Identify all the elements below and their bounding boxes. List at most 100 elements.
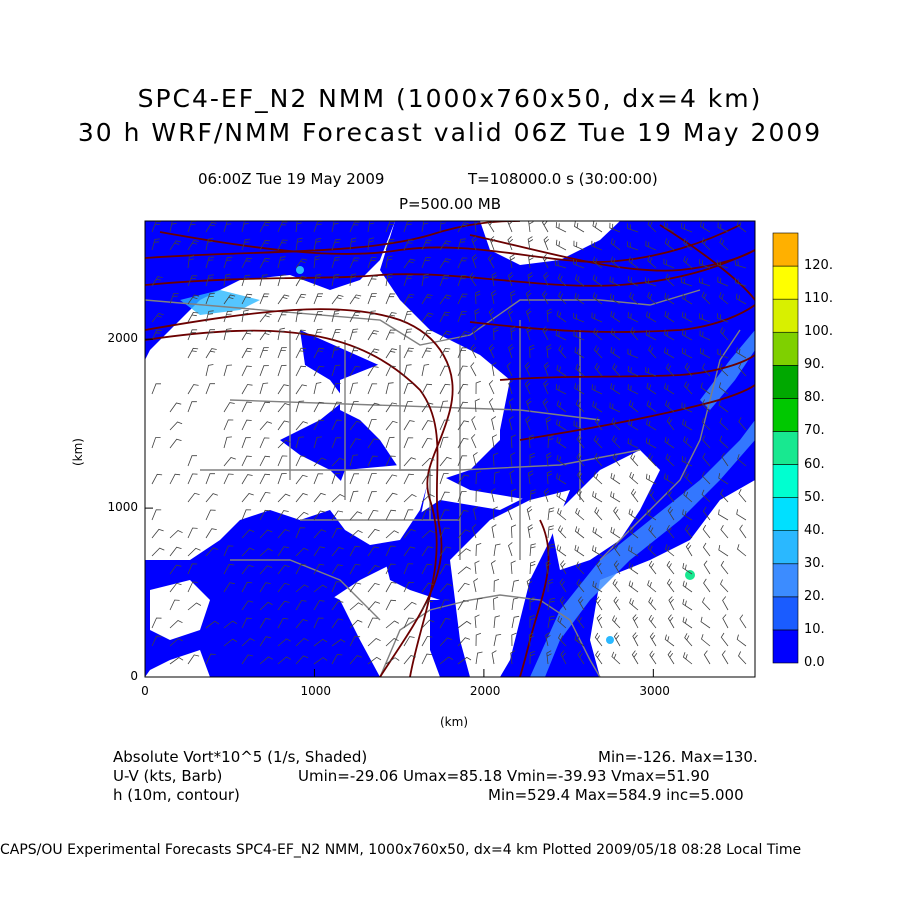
wind-barb: [421, 530, 435, 539]
wind-barb: [545, 416, 552, 431]
wind-barb: [439, 275, 449, 287]
wind-barb: [649, 650, 657, 665]
wind-barb: [596, 614, 603, 629]
wind-barb: [595, 650, 603, 665]
wind-barb: [241, 330, 253, 341]
wind-barb: [295, 563, 307, 575]
wind-barb: [702, 524, 711, 539]
wind-barb: [259, 330, 272, 341]
wind-barb: [471, 524, 477, 539]
state-line-8: [200, 449, 641, 471]
wind-barb: [439, 656, 454, 665]
wind-barb: [547, 435, 554, 449]
wind-barb: [367, 491, 377, 503]
wind-barb: [529, 561, 536, 575]
wind-barb: [574, 383, 585, 395]
wind-barb: [573, 420, 585, 431]
wind-barb: [487, 254, 495, 269]
east-coast: [599, 329, 741, 561]
wind-barb: [313, 365, 325, 377]
wind-barb: [223, 328, 232, 341]
wind-barb: [547, 525, 554, 539]
wind-barb: [493, 615, 501, 629]
wind-barb: [575, 363, 585, 377]
wind-barb: [612, 363, 621, 377]
wind-barb: [610, 256, 621, 269]
wind-barb: [666, 560, 675, 575]
wind-barb: [367, 237, 375, 251]
wind-barb: [558, 633, 567, 647]
wind-barb: [313, 419, 324, 431]
wind-barb: [576, 434, 585, 449]
wind-barb: [367, 402, 380, 413]
wind-barb: [702, 399, 711, 413]
height-contour-11: [659, 224, 755, 301]
wind-barb: [259, 221, 271, 233]
wind-barb: [421, 546, 433, 557]
wind-barb: [507, 221, 513, 233]
wind-barb: [169, 402, 182, 413]
wind-barb: [555, 239, 567, 251]
wind-barb: [542, 290, 549, 305]
wind-barb: [349, 237, 357, 251]
wind-barb: [331, 581, 342, 593]
colorbar-label: 70.: [804, 423, 825, 439]
wind-barb: [151, 276, 163, 287]
wind-barb: [151, 635, 162, 647]
wind-barb: [527, 524, 534, 539]
wind-barb: [241, 293, 253, 305]
wind-barb: [295, 455, 306, 467]
height-contour-4: [145, 308, 454, 677]
wind-barb: [259, 312, 272, 323]
wind-barb: [575, 507, 585, 521]
wind-barb: [576, 488, 585, 503]
wind-barb: [277, 546, 289, 557]
wind-barb: [403, 293, 415, 305]
wind-barb: [385, 474, 398, 485]
wind-barb: [739, 524, 747, 539]
x-axis-label: (km): [440, 715, 469, 729]
wind-barb: [277, 221, 288, 233]
wind-barb: [439, 400, 449, 413]
wind-barb: [511, 488, 517, 503]
colorbar-swatch: [772, 596, 799, 631]
wind-barb: [525, 308, 532, 323]
wind-barb: [295, 436, 304, 449]
colorbar-swatch: [772, 398, 799, 432]
wind-barb: [367, 582, 380, 593]
plot-frame: [144, 220, 756, 678]
wind-barb: [630, 327, 639, 341]
colorbar-label: 20.: [804, 588, 825, 604]
wind-barb: [555, 384, 567, 395]
wind-barb: [457, 620, 472, 629]
wind-barb: [331, 346, 340, 359]
wind-barb: [385, 329, 396, 341]
wind-barb: [682, 616, 693, 629]
wind-barb: [331, 401, 342, 413]
wind-barb: [349, 257, 360, 269]
wind-barb: [683, 471, 693, 485]
wind-barb: [738, 417, 747, 431]
low-vort-gulf: [450, 490, 570, 677]
wind-barb: [241, 600, 254, 611]
wind-barb: [187, 240, 199, 251]
wind-barb: [471, 236, 477, 251]
vort-stats: Min=-126. Max=130.: [598, 748, 758, 766]
wind-barb: [277, 384, 289, 395]
wind-barb: [629, 598, 639, 611]
wind-barb: [277, 403, 290, 413]
wind-barb: [701, 417, 711, 431]
wind-barb: [493, 578, 500, 593]
wind-barb: [421, 329, 433, 341]
wind-barb: [527, 272, 533, 287]
wind-barb: [151, 547, 165, 557]
wind-barb: [367, 419, 377, 431]
wind-barb: [439, 491, 450, 503]
wind-barb: [543, 236, 549, 251]
wind-barb: [475, 380, 481, 395]
vort-max-3: [296, 266, 304, 274]
wind-barb: [349, 438, 361, 449]
wind-barb: [385, 221, 395, 233]
wind-barb: [628, 508, 639, 521]
wind-barb: [421, 600, 433, 611]
